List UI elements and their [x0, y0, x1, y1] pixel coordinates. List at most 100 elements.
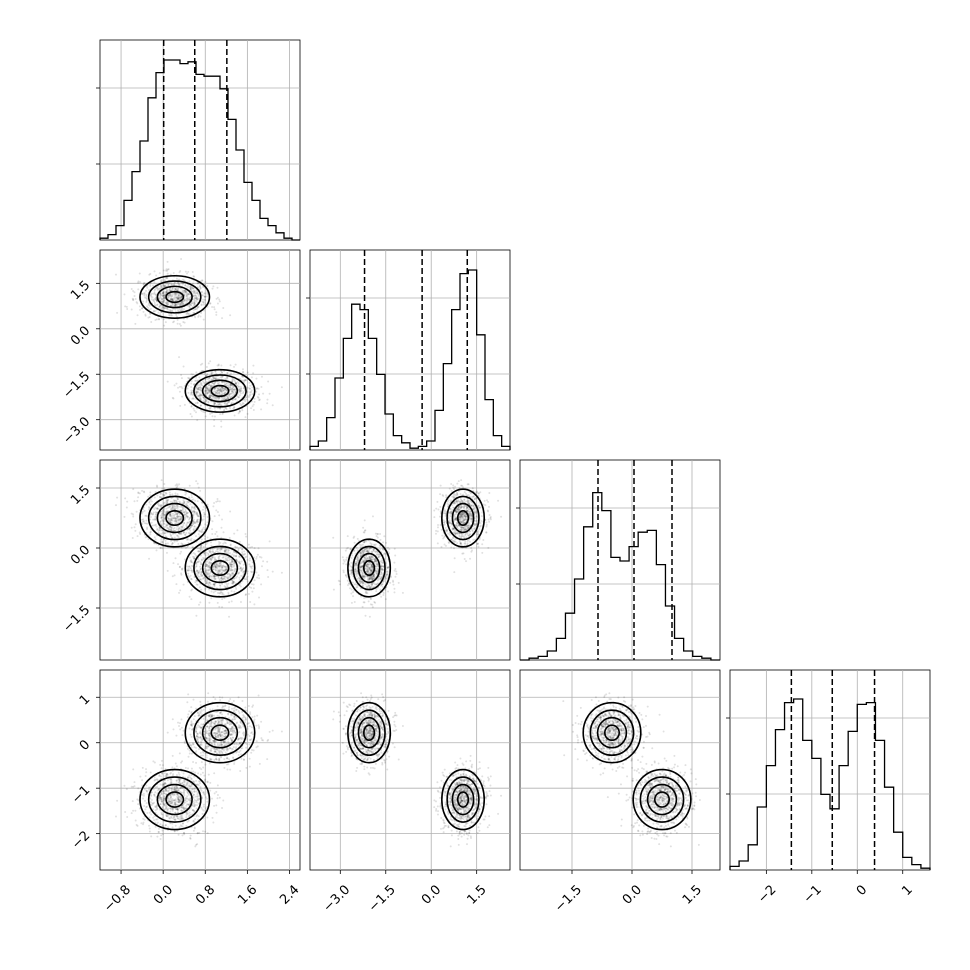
sample-point — [201, 519, 204, 522]
sample-point — [373, 575, 376, 578]
sample-point — [231, 582, 234, 585]
sample-point — [166, 527, 169, 530]
sample-point — [380, 577, 383, 580]
sample-point — [192, 546, 195, 549]
sample-point — [159, 294, 162, 297]
sample-point — [181, 525, 184, 528]
sample-point — [161, 300, 164, 303]
sample-point — [458, 518, 461, 521]
sample-point — [371, 564, 374, 567]
sample-point — [469, 512, 472, 515]
sample-point — [388, 548, 391, 551]
sample-point — [208, 576, 211, 579]
sample-point — [185, 513, 188, 516]
sample-point — [213, 425, 216, 428]
sample-point — [208, 389, 211, 392]
sample-point — [464, 514, 467, 517]
sample-point — [177, 386, 180, 389]
sample-point — [229, 569, 232, 572]
sample-point — [346, 579, 349, 582]
sample-point — [195, 294, 198, 297]
sample-point — [181, 290, 184, 293]
sample-point — [473, 511, 476, 514]
sample-point — [185, 532, 188, 535]
sample-point — [199, 561, 202, 564]
sample-point — [173, 292, 176, 295]
sample-point — [178, 293, 181, 296]
sample-point — [190, 578, 193, 581]
sample-point — [454, 532, 457, 535]
sample-point — [243, 550, 246, 553]
sample-point — [218, 389, 221, 392]
sample-point — [150, 521, 153, 524]
sample-point — [460, 520, 463, 523]
sample-point — [474, 497, 477, 500]
sample-point — [362, 549, 365, 552]
sample-point — [381, 561, 384, 564]
sample-point — [173, 305, 176, 308]
sample-point — [386, 566, 389, 569]
sample-point — [209, 572, 212, 575]
sample-point — [149, 503, 152, 506]
sample-point — [233, 406, 236, 409]
sample-point — [460, 520, 463, 523]
sample-point — [190, 589, 193, 592]
sample-point — [159, 495, 162, 498]
sample-point — [165, 302, 168, 305]
sample-point — [453, 496, 456, 499]
sample-point — [169, 521, 172, 524]
sample-point — [443, 521, 446, 524]
sample-point — [463, 522, 466, 525]
sample-point — [196, 583, 199, 586]
sample-point — [160, 279, 163, 282]
sample-point — [166, 524, 169, 527]
sample-point — [200, 303, 203, 306]
sample-point — [191, 286, 194, 289]
sample-point — [204, 389, 207, 392]
sample-point — [168, 314, 171, 317]
sample-point — [170, 508, 173, 511]
sample-point — [213, 574, 216, 577]
sample-point — [201, 294, 204, 297]
sample-point — [163, 482, 166, 485]
sample-point — [372, 581, 375, 584]
sample-point — [229, 384, 232, 387]
sample-point — [163, 293, 166, 296]
sample-point — [228, 382, 231, 385]
sample-point — [224, 565, 227, 568]
sample-point — [223, 569, 226, 572]
sample-point — [223, 401, 226, 404]
sample-point — [225, 376, 228, 379]
sample-point — [172, 562, 175, 565]
sample-point — [211, 557, 214, 560]
sample-point — [220, 420, 223, 423]
sample-point — [203, 552, 206, 555]
sample-point — [369, 547, 372, 550]
sample-point — [189, 288, 192, 291]
sample-point — [463, 512, 466, 515]
sample-point — [149, 285, 152, 288]
sample-point — [381, 568, 384, 571]
sample-point — [366, 567, 369, 570]
sample-point — [219, 407, 222, 410]
sample-point — [221, 598, 224, 601]
sample-point — [240, 574, 243, 577]
sample-point — [208, 394, 211, 397]
sample-point — [204, 386, 207, 389]
sample-point — [180, 572, 183, 575]
sample-point — [177, 515, 180, 518]
sample-point — [174, 557, 177, 560]
sample-point — [463, 519, 466, 522]
sample-point — [199, 382, 202, 385]
sample-point — [176, 486, 179, 489]
sample-point — [466, 505, 469, 508]
sample-point — [219, 549, 222, 552]
sample-point — [160, 504, 163, 507]
sample-point — [218, 388, 221, 391]
sample-point — [173, 574, 176, 577]
sample-point — [214, 402, 217, 405]
sample-point — [251, 590, 254, 593]
sample-point — [242, 390, 245, 393]
sample-point — [467, 526, 470, 529]
sample-point — [233, 568, 236, 571]
